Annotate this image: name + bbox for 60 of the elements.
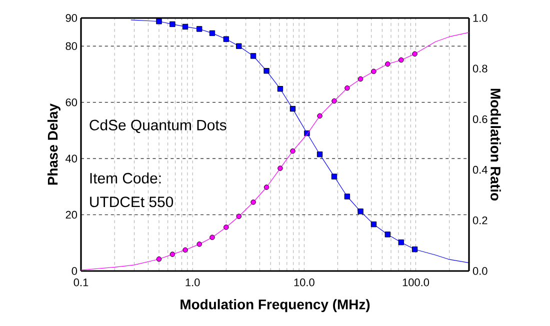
x-tick-label: 0.1: [74, 278, 88, 286]
y2-tick-label: 0.2: [472, 216, 488, 224]
y-tick-label: 0: [72, 267, 78, 275]
y-tick-label: 40: [66, 154, 78, 162]
point: [344, 194, 350, 200]
point: [277, 86, 284, 92]
point: [196, 242, 202, 247]
point: [224, 224, 229, 230]
point: [223, 36, 230, 42]
point: [384, 232, 390, 238]
annotation: Item Code:: [90, 172, 161, 184]
annotation: UTDCEt 550: [90, 196, 174, 208]
y-tick-label: 80: [66, 42, 78, 50]
point: [317, 113, 322, 119]
point: [316, 152, 323, 158]
point: [156, 18, 162, 24]
point: [236, 43, 242, 49]
point: [398, 57, 404, 63]
point: [170, 21, 176, 28]
x-tick-label: 1.0: [186, 278, 200, 286]
point: [398, 239, 404, 246]
x-tick-label: 100.0: [402, 278, 430, 286]
y2-tick-label: 0.0: [472, 267, 488, 275]
y-tick-label: 60: [66, 98, 78, 106]
point: [371, 68, 376, 74]
point: [290, 148, 296, 154]
point: [358, 208, 364, 214]
point: [412, 51, 418, 57]
point: [156, 256, 162, 262]
point: [236, 214, 242, 219]
y-axis-title: Phase Delay: [47, 104, 60, 185]
point: [170, 252, 176, 257]
point: [250, 53, 256, 59]
annotation: CdSe Quantum Dots: [90, 119, 226, 134]
x-axis-title: Modulation Frequency (MHz): [180, 299, 370, 312]
point: [344, 85, 350, 91]
y-tick-label: 90: [66, 14, 78, 22]
y-tick-label: 20: [66, 210, 78, 219]
point: [278, 166, 283, 171]
point: [250, 200, 256, 205]
point: [182, 247, 188, 253]
point: [290, 106, 296, 112]
x-tick-label: 10.0: [294, 278, 314, 286]
point: [370, 221, 377, 228]
point: [196, 26, 202, 32]
y2-tick-label: 1.0: [473, 14, 488, 22]
y2-tick-label: 0.6: [472, 115, 488, 124]
point: [332, 98, 337, 104]
point: [385, 61, 390, 67]
y2-tick-label: 0.8: [472, 64, 488, 72]
point: [209, 30, 216, 36]
point: [331, 174, 338, 180]
point: [182, 24, 188, 30]
point: [210, 234, 215, 240]
point: [264, 68, 270, 74]
point: [264, 184, 270, 190]
y2-tick-label: 0.4: [472, 166, 488, 174]
point: [358, 76, 364, 82]
y2-axis-title: Modulation Ratio: [490, 88, 501, 201]
point: [412, 246, 418, 252]
